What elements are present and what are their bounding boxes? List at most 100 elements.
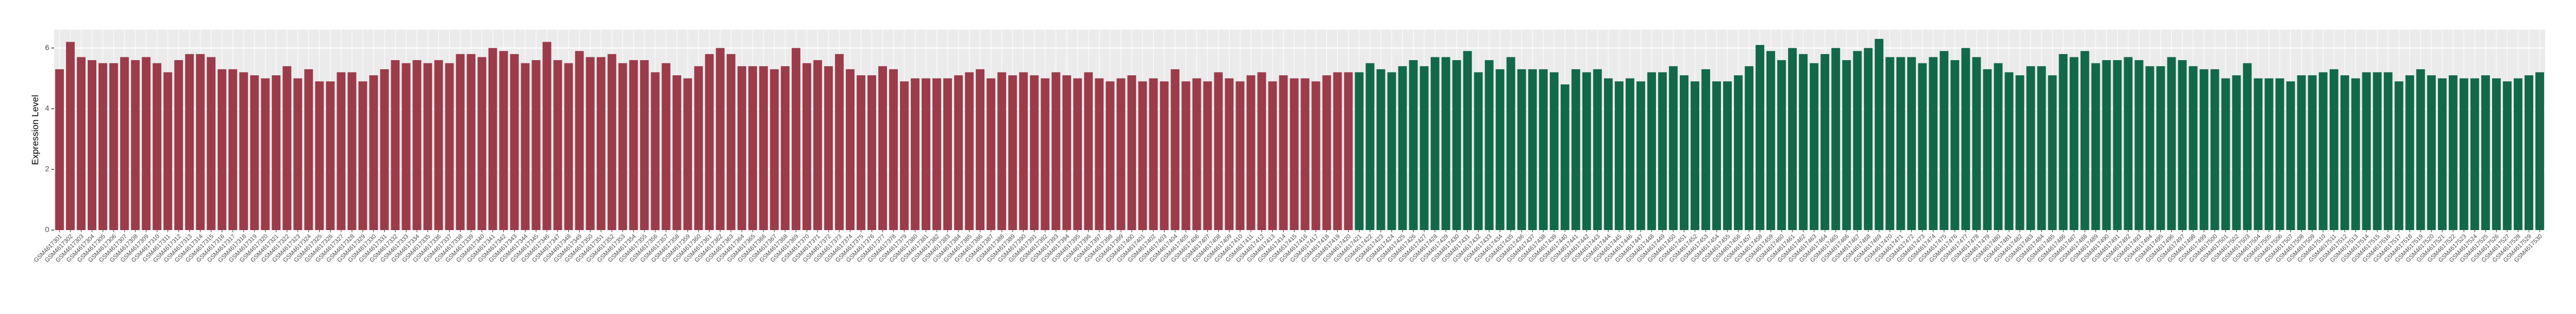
y-tick-label: 6	[45, 43, 49, 51]
bar	[1344, 72, 1353, 230]
bar	[813, 60, 822, 230]
bar	[2318, 72, 2328, 230]
bar	[726, 54, 735, 231]
bar	[2459, 78, 2468, 231]
bar	[55, 69, 64, 230]
bar	[1506, 57, 1515, 231]
bar	[1745, 66, 1754, 230]
bar	[640, 60, 649, 230]
bar	[2210, 69, 2219, 230]
bar	[802, 63, 811, 231]
bar	[369, 75, 378, 230]
bar	[1420, 66, 1429, 230]
bar	[1355, 72, 1364, 230]
bar	[867, 75, 876, 230]
bar	[1095, 78, 1104, 231]
bar	[1864, 48, 1873, 231]
bar	[2156, 66, 2165, 230]
bar	[228, 69, 238, 230]
bar	[586, 57, 595, 231]
bar	[1799, 54, 1808, 231]
bar	[672, 75, 681, 230]
bar	[2524, 75, 2533, 230]
bar	[423, 63, 432, 231]
bar	[553, 60, 562, 230]
bar	[596, 57, 606, 231]
bar	[2167, 57, 2176, 231]
bar	[1333, 72, 1342, 230]
bar	[694, 66, 703, 230]
bar	[1961, 48, 1970, 231]
bar	[1225, 78, 1234, 231]
bar	[661, 63, 671, 231]
bar	[326, 81, 335, 230]
bar	[1810, 63, 1819, 231]
bar	[250, 75, 259, 230]
bar	[1430, 57, 1440, 231]
bar	[445, 63, 454, 231]
bar	[521, 63, 530, 231]
bar	[2448, 75, 2457, 230]
bar	[282, 66, 292, 230]
bar	[2059, 54, 2068, 231]
bar	[943, 78, 952, 231]
bar	[402, 63, 411, 231]
bar	[2253, 78, 2263, 231]
bar	[2124, 57, 2133, 231]
bar	[1614, 81, 1624, 230]
bar	[1116, 78, 1126, 231]
bar	[2275, 78, 2284, 231]
bar	[337, 72, 346, 230]
bar	[1452, 60, 1461, 230]
bar	[2005, 72, 2014, 230]
bar	[1625, 78, 1634, 231]
bar	[2015, 75, 2025, 230]
bar	[1311, 81, 1320, 230]
bar	[1463, 51, 1472, 230]
bar	[1701, 69, 1710, 230]
bar	[1041, 78, 1050, 231]
bar	[1756, 45, 1765, 230]
bar	[1149, 78, 1158, 231]
bar	[488, 48, 497, 231]
bar	[2091, 63, 2100, 231]
bar	[2243, 63, 2252, 231]
bar	[347, 72, 357, 230]
bar	[2221, 78, 2230, 231]
bar	[1929, 57, 1938, 231]
bar	[1549, 72, 1559, 230]
bar	[900, 81, 909, 230]
bar	[185, 54, 194, 231]
bar	[1192, 78, 1201, 231]
bar	[380, 69, 389, 230]
bar	[1950, 60, 1960, 230]
bar	[1853, 51, 1862, 230]
bar	[304, 69, 313, 230]
bar	[1517, 69, 1526, 230]
bar	[1171, 69, 1180, 230]
bar	[2080, 51, 2089, 230]
bar	[650, 72, 660, 230]
bar	[1896, 57, 1905, 231]
bar	[987, 78, 996, 231]
bar	[1214, 72, 1223, 230]
bar	[1246, 75, 1256, 230]
bar	[1495, 69, 1504, 230]
bar	[1560, 84, 1569, 230]
bar	[98, 63, 108, 231]
bar	[2470, 78, 2479, 231]
bar	[131, 60, 140, 230]
bar	[466, 54, 476, 231]
bar	[1474, 72, 1483, 230]
bar	[239, 72, 248, 230]
bar	[1690, 81, 1699, 230]
bar	[1257, 72, 1266, 230]
bar	[1723, 81, 1732, 230]
bar	[2362, 72, 2371, 230]
bar	[2026, 66, 2035, 230]
bar	[2199, 69, 2209, 230]
axes: 0246GSM4617301GSM4617302GSM4617303GSM461…	[33, 43, 2544, 264]
bar	[2145, 66, 2154, 230]
bar	[1907, 57, 1916, 231]
bar	[1279, 75, 1288, 230]
